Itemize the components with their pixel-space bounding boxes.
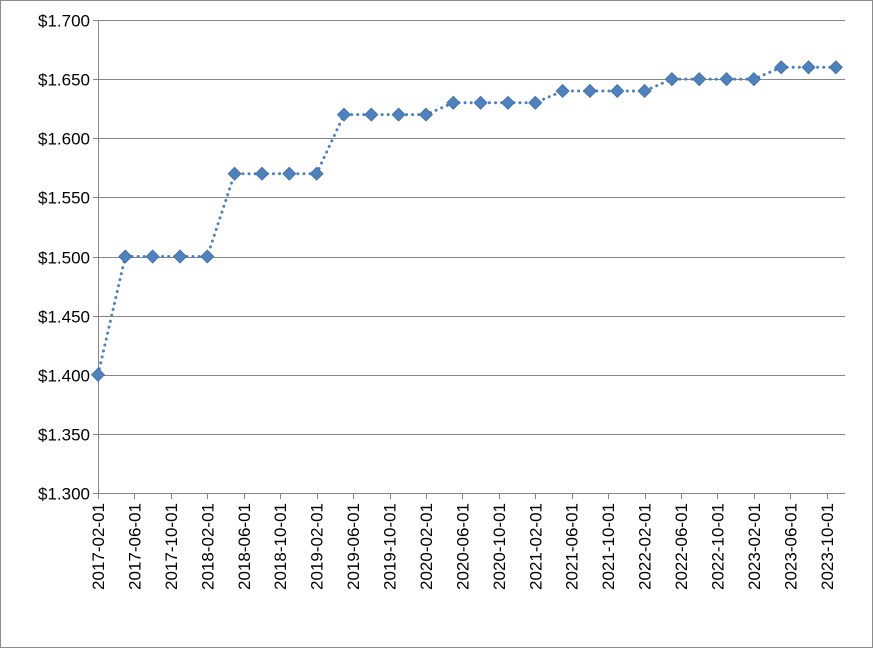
x-tick-label: 2020-10-01: [490, 503, 509, 590]
data-point: [528, 95, 543, 110]
y-tick-label: $1.700: [38, 12, 90, 31]
data-point: [500, 95, 516, 110]
x-tick-label: 2018-02-01: [198, 503, 217, 590]
data-point: [664, 72, 679, 87]
x-tick-label: 2019-10-01: [381, 503, 400, 590]
series: [90, 60, 843, 382]
data-point: [637, 83, 652, 99]
x-tick-label: 2018-10-01: [271, 503, 290, 590]
y-axis-tick-labels: $1.300 $1.350 $1.400 $1.450 $1.500 $1.550 $1.6…: [38, 12, 90, 504]
y-tick-label: $1.450: [38, 308, 90, 327]
data-point: [582, 83, 597, 99]
data-point: [336, 107, 352, 122]
x-tick-label: 2023-06-01: [781, 503, 800, 590]
x-tick-label: 2021-06-01: [563, 503, 582, 590]
data-point: [719, 72, 734, 87]
data-point: [746, 72, 761, 87]
data-point: [692, 72, 707, 87]
data-point: [391, 107, 406, 122]
x-tick-label: 2020-06-01: [453, 503, 472, 590]
data-point: [473, 95, 488, 110]
x-tick-label: 2017-10-01: [162, 503, 181, 590]
y-tick-label: $1.650: [38, 71, 90, 90]
axes: [93, 20, 845, 499]
x-tick-label: 2022-06-01: [672, 503, 691, 590]
x-tick-label: 2021-02-01: [526, 503, 545, 590]
data-point: [446, 95, 461, 110]
x-tick-label: 2019-06-01: [344, 503, 363, 590]
x-tick-label: 2022-02-01: [636, 503, 655, 590]
x-tick-label: 2019-02-01: [308, 503, 327, 590]
data-point: [200, 249, 215, 264]
y-tick-label: $1.550: [38, 189, 90, 208]
x-tick-label: 2017-06-01: [125, 503, 144, 590]
data-point: [774, 60, 789, 75]
x-tick-label: 2017-02-01: [89, 503, 108, 590]
data-point: [90, 367, 106, 382]
data-point: [555, 83, 570, 99]
data-point: [828, 60, 843, 75]
gridlines: [98, 20, 845, 435]
x-tick-label: 2023-02-01: [745, 503, 764, 590]
data-point: [801, 60, 816, 75]
x-axis-tick-labels: 2017-02-01 2017-06-01 2017-10-01 2018-02-01…: [89, 503, 837, 590]
data-point: [364, 107, 379, 122]
data-point: [145, 249, 160, 264]
data-point: [227, 166, 242, 181]
data-point: [172, 249, 188, 264]
x-tick-label: 2020-02-01: [417, 503, 436, 590]
x-tick-label: 2018-06-01: [235, 503, 254, 590]
series-line: [96, 65, 838, 377]
data-point: [282, 166, 297, 181]
y-tick-label: $1.600: [38, 130, 90, 149]
x-tick-label: 2021-10-01: [599, 503, 618, 590]
y-tick-label: $1.350: [38, 426, 90, 445]
x-tick-label: 2022-10-01: [708, 503, 727, 590]
data-point: [254, 166, 270, 181]
y-tick-label: $1.300: [38, 485, 90, 504]
data-point: [418, 107, 434, 122]
data-point: [309, 166, 324, 181]
data-point: [118, 249, 133, 264]
data-point: [610, 83, 625, 99]
y-tick-label: $1.400: [38, 367, 90, 386]
y-tick-label: $1.500: [38, 249, 90, 268]
x-tick-label: 2023-10-01: [818, 503, 837, 590]
